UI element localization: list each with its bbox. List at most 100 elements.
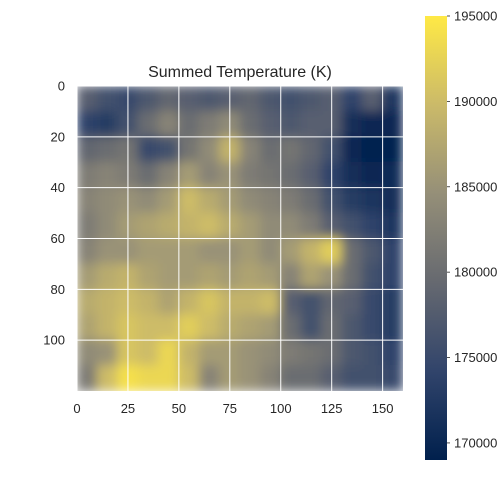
- colorbar-gradient: [425, 16, 447, 460]
- heatmap-cell: [96, 110, 119, 138]
- heatmap-cell: [341, 110, 363, 138]
- heatmap-cell: [158, 212, 180, 239]
- heatmap-cell: [259, 110, 282, 138]
- heatmap-cell: [300, 238, 323, 265]
- heatmap-cell: [341, 136, 363, 163]
- heatmap-cell: [341, 288, 363, 316]
- heatmap-cell: [300, 288, 323, 316]
- heatmap-cell: [259, 161, 282, 189]
- heatmap-cell: [259, 238, 282, 265]
- heatmap-cell: [361, 86, 384, 112]
- colorbar-tick-label: 190000: [454, 94, 497, 109]
- heatmap-cell: [239, 314, 261, 341]
- heatmap-cell: [96, 288, 119, 316]
- y-tick-label: 20: [51, 129, 65, 144]
- heatmap-cell: [137, 86, 160, 112]
- heatmap-cell: [158, 365, 180, 391]
- heatmap-cell: [259, 314, 282, 341]
- heatmap-cell: [300, 187, 323, 214]
- heatmap-cell: [382, 161, 403, 189]
- chart-title: Summed Temperature (K): [148, 64, 332, 81]
- heatmap-cell: [382, 187, 403, 214]
- x-tick-label: 150: [372, 401, 394, 416]
- heatmap-cell: [259, 86, 282, 112]
- heatmap-cell: [198, 314, 221, 341]
- heatmap-cell: [382, 314, 403, 341]
- heatmap-cell: [300, 314, 323, 341]
- heatmap-cell: [178, 110, 200, 138]
- heatmap-cell: [239, 365, 261, 391]
- heatmap-cell: [158, 288, 180, 316]
- heatmap-cell: [280, 365, 302, 391]
- heatmap-cell: [280, 339, 302, 367]
- heatmap-cell: [158, 263, 180, 290]
- heatmap-cell: [198, 263, 221, 290]
- heatmap-cell: [198, 212, 221, 239]
- colorbar-ticks: 170000 175000 180000 185000 190000 195000: [447, 9, 497, 450]
- heatmap-cell: [96, 161, 119, 189]
- y-tick-label: 60: [51, 231, 65, 246]
- heatmap-cell: [137, 263, 160, 290]
- heatmap-cell: [96, 136, 119, 163]
- heatmap-cell: [77, 238, 98, 265]
- y-tick-label: 0: [58, 79, 65, 94]
- heatmap-cell: [137, 288, 160, 316]
- heatmap-cell: [361, 339, 384, 367]
- heatmap-cell: [158, 187, 180, 214]
- y-axis-ticks: 0 20 40 60 80 100: [43, 79, 65, 348]
- heatmap-cell: [341, 212, 363, 239]
- y-tick-label: 40: [51, 180, 65, 195]
- heatmap-cell: [361, 136, 384, 163]
- heatmap-cell: [259, 365, 282, 391]
- heatmap-cell: [77, 110, 98, 138]
- heatmap-cell: [259, 263, 282, 290]
- heatmap-cell: [96, 86, 119, 112]
- heatmap-cell: [341, 263, 363, 290]
- heatmap-cell: [382, 263, 403, 290]
- heatmap-cell: [198, 365, 221, 391]
- heatmap-cell: [178, 86, 200, 112]
- heatmap-cell: [239, 263, 261, 290]
- heatmap-cell: [198, 288, 221, 316]
- heatmap-cell: [382, 86, 403, 112]
- heatmap-cell: [178, 212, 200, 239]
- heatmap-cell: [361, 161, 384, 189]
- heatmap-cell: [198, 86, 221, 112]
- heatmap-cell: [300, 161, 323, 189]
- heatmap-cell: [361, 238, 384, 265]
- heatmap-cell: [382, 288, 403, 316]
- heatmap-cell: [259, 339, 282, 367]
- heatmap-cell: [361, 187, 384, 214]
- heatmap-cell: [137, 187, 160, 214]
- heatmap-cell: [96, 212, 119, 239]
- heatmap-image: [77, 86, 403, 391]
- heatmap-cell: [137, 238, 160, 265]
- heatmap-cell: [300, 339, 323, 367]
- heatmap-cell: [198, 110, 221, 138]
- heatmap-cell: [198, 187, 221, 214]
- heatmap-cell: [198, 238, 221, 265]
- heatmap-cell: [280, 212, 302, 239]
- heatmap-cell: [77, 187, 98, 214]
- heatmap-cell: [382, 110, 403, 138]
- heatmap-cell: [96, 314, 119, 341]
- x-tick-label: 0: [73, 401, 80, 416]
- heatmap-cell: [137, 161, 160, 189]
- heatmap-cell: [137, 136, 160, 163]
- heatmap-cell: [259, 136, 282, 163]
- heatmap-cell: [178, 288, 200, 316]
- heatmap-cell: [300, 136, 323, 163]
- heatmap-cell: [300, 263, 323, 290]
- colorbar: 170000 175000 180000 185000 190000 195000: [425, 9, 497, 460]
- heatmap-cell: [137, 365, 160, 391]
- heatmap-cell: [341, 339, 363, 367]
- x-axis-ticks: 0 25 50 75 100 125 150: [73, 401, 393, 416]
- heatmap-cell: [239, 212, 261, 239]
- heatmap-cell: [361, 365, 384, 391]
- heatmap-cell: [361, 263, 384, 290]
- x-tick-label: 25: [121, 401, 135, 416]
- heatmap-cell: [280, 187, 302, 214]
- heatmap-cell: [178, 136, 200, 163]
- heatmap-cell: [361, 212, 384, 239]
- heatmap-cell: [158, 314, 180, 341]
